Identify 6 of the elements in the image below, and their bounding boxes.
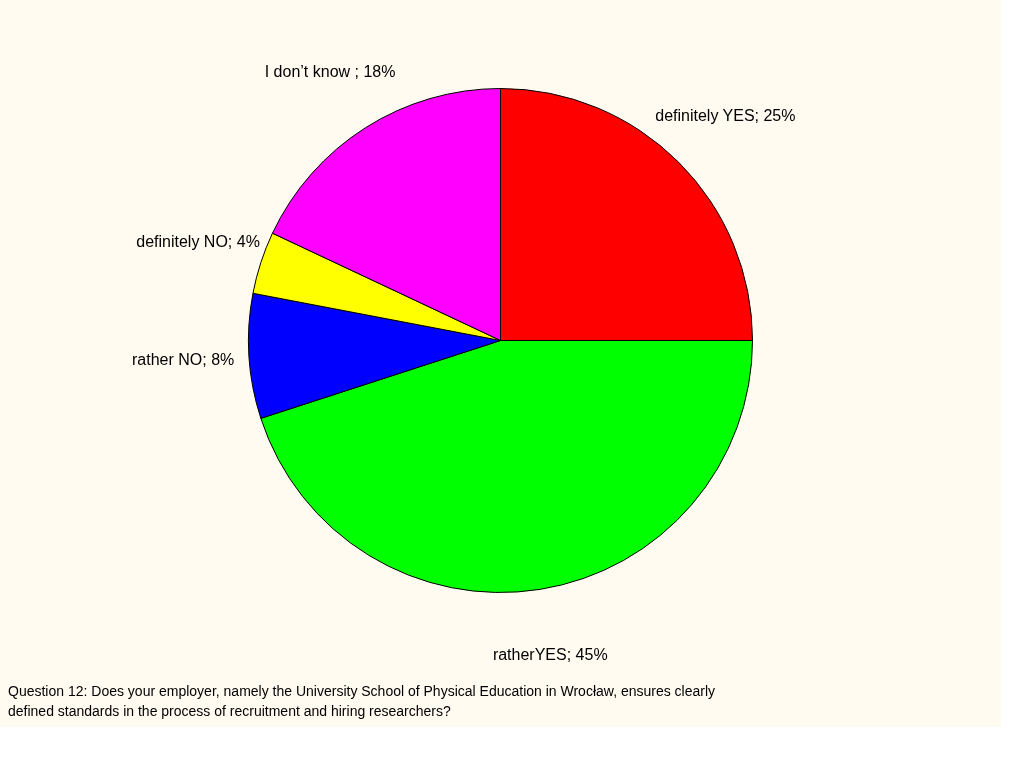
slice-label: definitely YES; 25% xyxy=(655,106,796,124)
text: Question 12: Does your employer, namely the University School of Physical Education in Wrocław, ensures clearly defined standards in the process of recruitment and hiring researchers? xyxy=(8,683,716,719)
slice-label: definitely NO; 4% xyxy=(136,233,260,251)
slice-label: ratherYES; 45% xyxy=(492,645,608,663)
slice-label: I don’t know ; 18% xyxy=(264,63,396,80)
slice-label: rather NO; 8% xyxy=(131,351,235,369)
